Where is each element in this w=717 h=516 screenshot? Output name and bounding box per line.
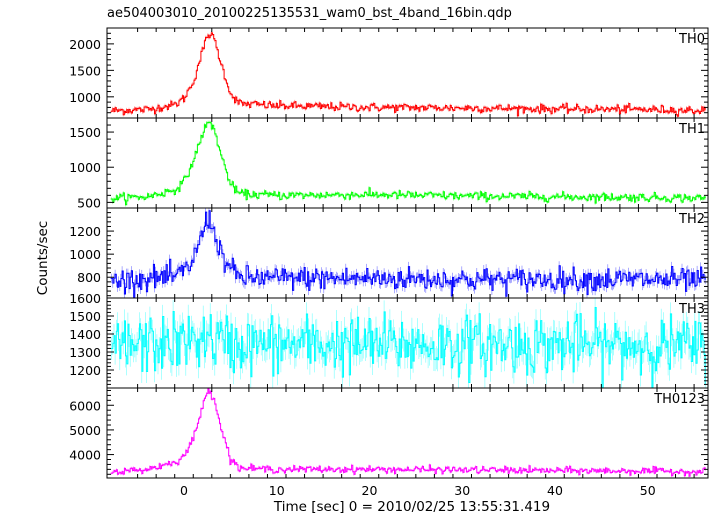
panel-label-th0123: TH0123 (653, 392, 705, 407)
panel-th2: 800 1000 1200 TH2 (69, 207, 709, 299)
x-tick-label: 40 (547, 483, 563, 498)
x-ticks (137, 388, 695, 478)
y-tick-label: 800 (77, 270, 101, 285)
y-ticks (107, 389, 708, 475)
y-tick-label: 500 (77, 195, 101, 210)
panel-th3: 1200 1300 1400 1500 1600 TH3 (69, 291, 709, 389)
error-bars-th1 (111, 120, 706, 207)
y-tick-label: 6000 (69, 398, 101, 413)
y-ticks (107, 27, 708, 119)
y-tick-label: 1200 (69, 363, 101, 378)
panel-th0: 1000 1500 2000 TH0 (69, 27, 709, 119)
panel-label-th1: TH1 (678, 122, 705, 137)
series-line-th2 (110, 210, 706, 299)
panel-label-th3: TH3 (678, 302, 705, 317)
x-tick-label: 20 (362, 483, 378, 498)
y-tick-label: 5000 (69, 423, 101, 438)
y-tick-label: 2000 (69, 37, 101, 52)
x-ticks (137, 118, 695, 208)
panel-th1: 500 1000 1500 TH1 (69, 117, 709, 210)
error-bars-th0 (111, 31, 706, 118)
x-tick-label: 0 (180, 483, 188, 498)
x-tick-label: 50 (640, 483, 656, 498)
panel-frame (106, 207, 709, 299)
y-tick-label: 1500 (69, 125, 101, 140)
y-tick-label: 1500 (69, 309, 101, 324)
x-ticks (137, 28, 695, 118)
y-ticks (107, 117, 708, 203)
x-axis-label: Time [sec] 0 = 2010/02/25 13:55:31.419 (273, 499, 550, 515)
y-tick-label: 1600 (69, 291, 101, 306)
error-bars-th0123 (111, 388, 706, 478)
y-axis-label: Counts/sec (35, 221, 51, 295)
y-tick-label: 1000 (69, 90, 101, 105)
y-tick-label: 1000 (69, 247, 101, 262)
panel-label-th2: TH2 (678, 212, 705, 227)
y-tick-label: 4000 (69, 448, 101, 463)
series-line-th1 (110, 121, 706, 206)
panel-th0123: 4000 5000 6000 TH0123 (69, 387, 709, 479)
series-line-th0123 (110, 388, 706, 477)
y-ticks (107, 297, 708, 389)
x-tick-label: 30 (454, 483, 470, 498)
x-ticks (137, 208, 695, 298)
panel-label-th0: TH0 (678, 32, 705, 47)
y-ticks (107, 207, 708, 297)
chart-title: ae504003010_20100225135531_wam0_bst_4ban… (107, 6, 512, 21)
error-bars-th2 (111, 208, 706, 298)
series-line-th0 (110, 32, 706, 117)
y-tick-label: 1000 (69, 160, 101, 175)
y-tick-label: 1500 (69, 63, 101, 78)
panel-frame (106, 387, 709, 479)
y-tick-label: 1400 (69, 327, 101, 342)
y-tick-label: 1300 (69, 345, 101, 360)
x-tick-label: 10 (269, 483, 285, 498)
series-line-th3 (110, 307, 706, 389)
x-ticks (137, 298, 695, 388)
y-tick-label: 1200 (69, 224, 101, 239)
